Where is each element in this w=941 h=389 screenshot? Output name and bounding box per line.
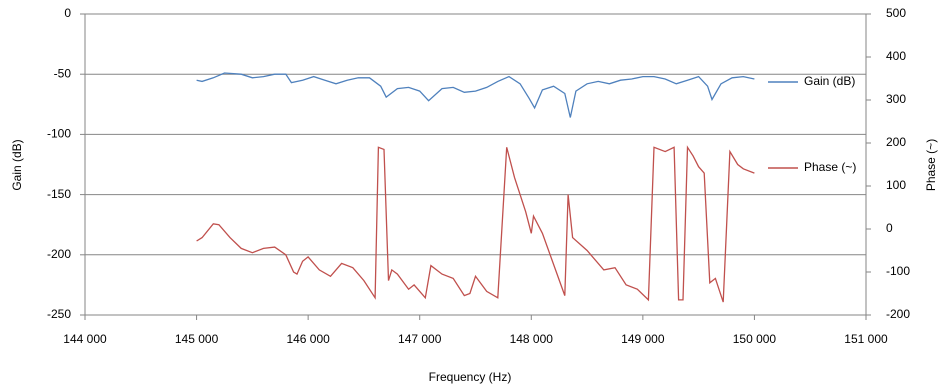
series-line — [196, 72, 755, 118]
x-tick-label: 151 000 — [844, 332, 888, 346]
y-tick-label: -100 — [47, 127, 71, 141]
y2-tick-label: 0 — [886, 221, 893, 235]
y-axis-label: Gain (dB) — [10, 139, 24, 190]
y2-tick-label: 200 — [886, 135, 906, 149]
x-tick-label: 150 000 — [733, 332, 777, 346]
y2-tick-label: 300 — [886, 92, 906, 106]
y2-tick-label: -200 — [886, 307, 910, 321]
x-tick-label: 145 000 — [175, 332, 219, 346]
x-tick-label: 147 000 — [398, 332, 442, 346]
y-tick-label: -50 — [54, 66, 72, 80]
x-tick-label: 149 000 — [621, 332, 665, 346]
x-tick-label: 144 000 — [63, 332, 107, 346]
y-tick-label: -150 — [47, 187, 71, 201]
series-line — [196, 145, 755, 303]
y2-tick-label: 500 — [886, 6, 906, 20]
y-tick-label: -250 — [47, 307, 71, 321]
y2-tick-label: 100 — [886, 178, 906, 192]
y2-tick-label: -100 — [886, 264, 910, 278]
y2-tick-label: 400 — [886, 49, 906, 63]
y2-axis-label: Phase (~) — [924, 139, 938, 191]
x-axis-label: Frequency (Hz) — [429, 370, 512, 384]
y-tick-label: 0 — [64, 6, 71, 20]
legend-label: Gain (dB) — [804, 74, 855, 88]
x-tick-label: 146 000 — [286, 332, 330, 346]
legend-label: Phase (~) — [804, 160, 856, 174]
x-tick-label: 148 000 — [510, 332, 554, 346]
y-tick-label: -200 — [47, 247, 71, 261]
